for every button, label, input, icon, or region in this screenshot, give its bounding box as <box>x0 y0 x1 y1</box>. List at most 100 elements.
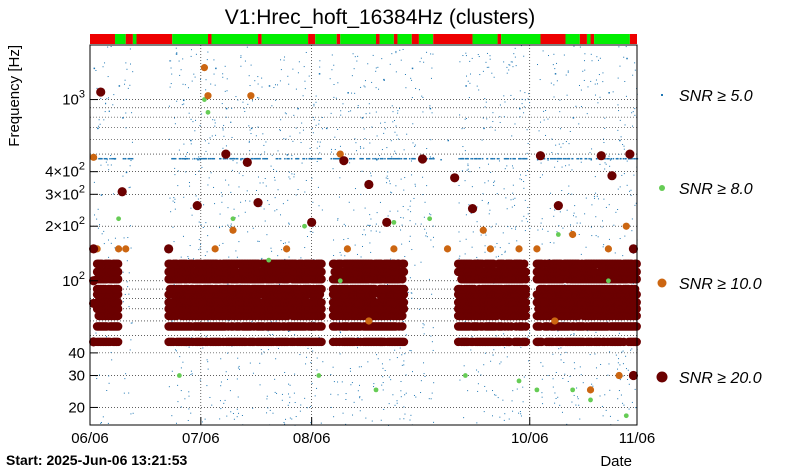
cluster-point-snr5 <box>287 330 289 332</box>
cluster-point-snr5 <box>409 349 411 351</box>
cluster-point-snr5 <box>579 366 581 368</box>
cluster-point-snr5 <box>281 393 283 395</box>
cluster-point-snr5 <box>172 200 174 202</box>
cluster-point-snr5 <box>479 157 482 160</box>
cluster-point-snr5 <box>283 59 285 61</box>
cluster-point-snr5 <box>110 164 112 166</box>
cluster-point-snr5 <box>560 359 562 361</box>
cluster-point-snr5 <box>259 154 261 156</box>
cluster-point-snr5 <box>376 135 378 137</box>
cluster-point-snr5 <box>503 188 505 190</box>
cluster-point-snr5 <box>96 378 98 380</box>
cluster-point-snr5 <box>470 349 472 351</box>
cluster-point-snr5 <box>93 181 95 183</box>
cluster-point-snr5 <box>523 55 525 57</box>
cluster-point-snr5 <box>100 97 102 99</box>
cluster-point-snr5 <box>621 351 623 353</box>
cluster-point-snr5 <box>565 141 567 143</box>
cluster-point-snr5 <box>469 82 471 84</box>
cluster-point-snr5 <box>430 214 432 216</box>
cluster-point-snr5 <box>372 54 374 56</box>
cluster-point-snr5 <box>266 234 268 236</box>
cluster-point-snr5 <box>580 106 582 108</box>
cluster-point-snr5 <box>368 224 370 226</box>
cluster-point-snr5 <box>331 148 333 150</box>
cluster-point-snr5 <box>225 116 227 118</box>
cluster-point-snr5 <box>413 157 416 160</box>
cluster-point-snr5 <box>285 113 287 115</box>
cluster-point-snr5 <box>316 161 318 163</box>
cluster-point-snr5 <box>592 385 594 387</box>
cluster-point-snr5 <box>190 118 192 120</box>
cluster-point-snr5 <box>122 117 124 119</box>
cluster-point-snr5 <box>424 375 426 377</box>
cluster-point-snr5 <box>287 199 289 201</box>
cluster-point-snr5 <box>629 190 631 192</box>
cluster-point-snr5 <box>478 157 480 160</box>
cluster-point-snr5 <box>349 157 351 160</box>
cluster-point-snr5 <box>171 415 173 417</box>
cluster-point-snr5 <box>106 157 108 160</box>
cluster-point-snr20 <box>399 304 409 314</box>
cluster-point-snr5 <box>248 141 250 143</box>
cluster-point-snr5 <box>467 157 469 160</box>
cluster-point-snr5 <box>333 83 335 85</box>
cluster-point-snr5 <box>467 165 469 167</box>
cluster-point-snr5 <box>586 113 588 115</box>
cluster-point-snr5 <box>413 197 415 199</box>
cluster-point-snr5 <box>283 421 285 423</box>
cluster-point-snr5 <box>171 321 173 323</box>
cluster-point-snr5 <box>484 106 486 108</box>
cluster-point-snr5 <box>484 182 486 184</box>
cluster-point-snr5 <box>178 149 180 151</box>
cluster-point-snr5 <box>122 301 124 303</box>
cluster-point-snr5 <box>289 135 291 137</box>
cluster-point-snr20 <box>628 370 639 381</box>
cluster-point-snr5 <box>274 197 276 199</box>
cluster-point-snr5 <box>114 157 116 160</box>
cluster-point-snr5 <box>287 75 289 77</box>
cluster-point-snr5 <box>260 206 262 208</box>
cluster-point-snr5 <box>288 222 290 224</box>
cluster-point-snr5 <box>207 51 209 53</box>
cluster-point-snr5 <box>179 74 181 76</box>
cluster-point-snr5 <box>288 256 290 258</box>
cluster-point-snr5 <box>105 161 107 163</box>
cluster-point-snr5 <box>525 218 527 220</box>
cluster-point-snr5 <box>249 85 251 87</box>
cluster-point-snr5 <box>187 256 189 258</box>
cluster-point-snr10 <box>569 230 577 239</box>
cluster-point-snr5 <box>619 157 622 160</box>
cluster-point-snr5 <box>504 347 506 349</box>
cluster-point-snr5 <box>410 211 412 213</box>
cluster-point-snr5 <box>404 353 406 355</box>
cluster-point-snr5 <box>409 220 411 222</box>
cluster-point-snr5 <box>306 236 308 238</box>
cluster-point-snr5 <box>100 164 102 166</box>
cluster-point-snr5 <box>565 74 567 76</box>
cluster-point-snr5 <box>552 157 554 160</box>
chart-title: V1:Hrec_hoft_16384Hz (clusters) <box>225 6 535 29</box>
cluster-point-snr5 <box>248 125 250 127</box>
cluster-point-snr5 <box>284 371 286 373</box>
cluster-point-snr5 <box>312 157 314 160</box>
cluster-point-snr5 <box>287 404 289 406</box>
state-segment <box>258 34 262 44</box>
cluster-point-snr5 <box>547 375 549 377</box>
cluster-point-snr5 <box>291 155 293 157</box>
y-tick-label: 20 <box>68 399 85 416</box>
cluster-point-snr5 <box>390 191 392 193</box>
cluster-point-snr5 <box>311 127 313 129</box>
cluster-point-snr5 <box>109 157 111 160</box>
cluster-point-snr5 <box>409 419 411 421</box>
cluster-point-snr5 <box>542 50 544 52</box>
cluster-point-snr5 <box>504 413 506 415</box>
cluster-point-snr5 <box>523 106 525 108</box>
cluster-point-snr5 <box>222 147 224 149</box>
cluster-point-snr5 <box>200 157 203 160</box>
cluster-point-snr5 <box>381 58 383 60</box>
cluster-point-snr10 <box>486 245 495 253</box>
cluster-point-snr5 <box>458 231 460 233</box>
cluster-point-snr5 <box>494 180 496 182</box>
cluster-point-snr5 <box>256 157 259 160</box>
